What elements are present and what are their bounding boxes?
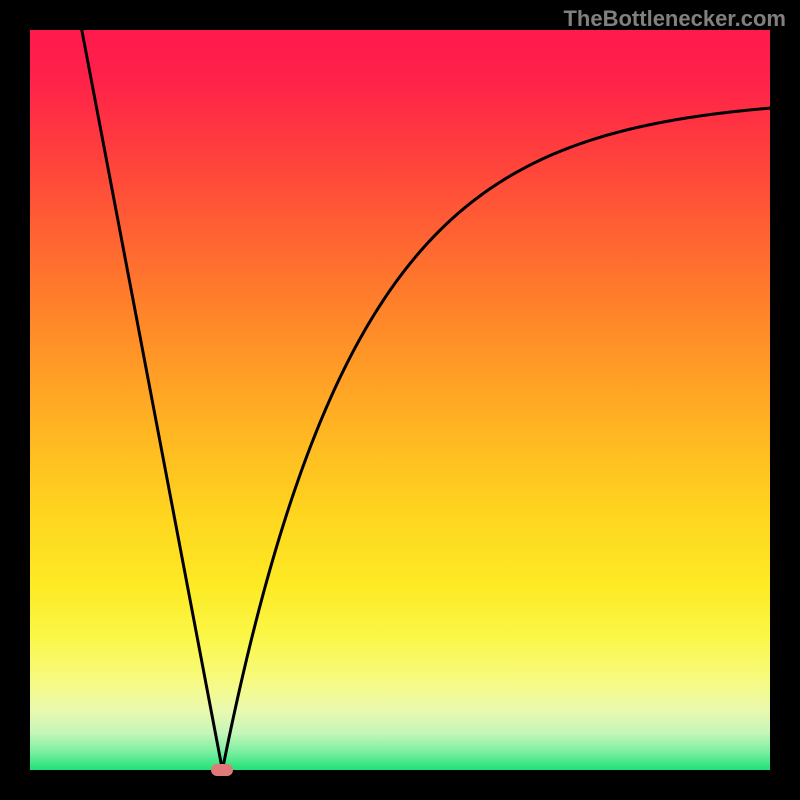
chart-container: TheBottlenecker.com [0,0,800,800]
curve-layer [0,0,800,800]
watermark-text: TheBottlenecker.com [563,6,786,32]
optimum-marker [211,764,233,776]
bottleneck-curve [82,30,770,770]
